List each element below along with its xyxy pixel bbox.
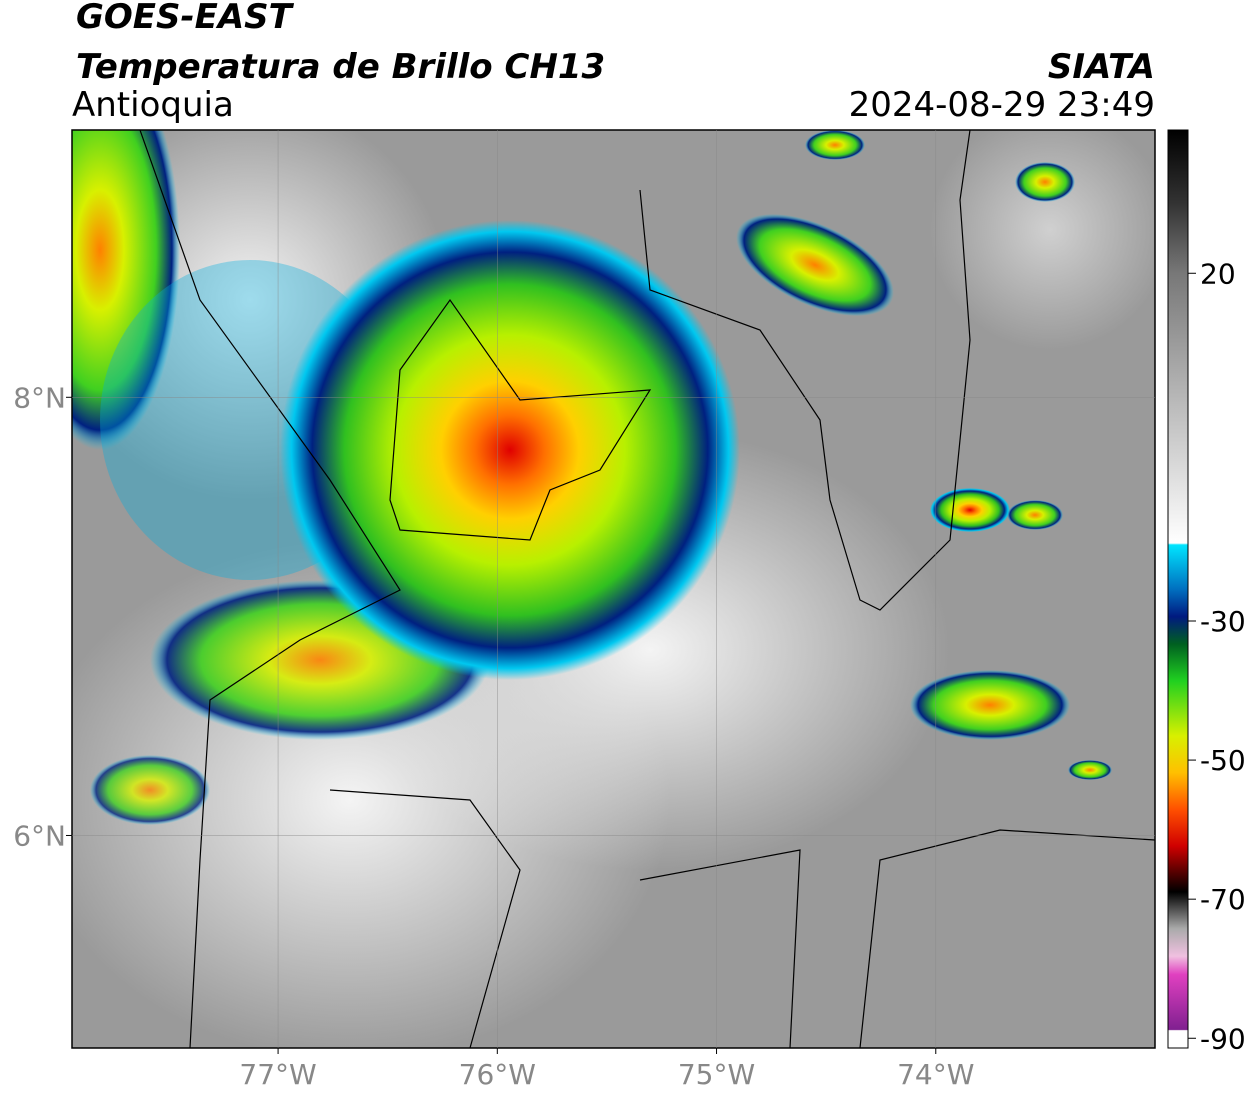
colorbar-tick-label: -30 xyxy=(1200,605,1246,638)
y-tick-label: 8°N xyxy=(13,381,66,414)
colorbar-tick-label: -90 xyxy=(1200,1022,1246,1055)
map-frame xyxy=(71,129,1156,1049)
x-tick-label: 75°W xyxy=(678,1058,755,1091)
y-tick-label: 6°N xyxy=(13,819,66,852)
x-tick-label: 76°W xyxy=(459,1058,536,1091)
x-tick-label: 74°W xyxy=(897,1058,974,1091)
colorbar-tick-label: -70 xyxy=(1200,883,1246,916)
subtitle: Temperatura de Brillo CH13 xyxy=(76,47,605,87)
colorbar-tick-label: -50 xyxy=(1200,744,1246,777)
region: Antioquia xyxy=(72,85,234,125)
colorbar xyxy=(1167,129,1189,1049)
satellite-image xyxy=(72,130,1155,1048)
colorbar-tick-label: 20 xyxy=(1200,257,1236,290)
source: SIATA xyxy=(1048,47,1155,87)
timestamp: 2024-08-29 23:49 xyxy=(849,85,1155,125)
x-tick-label: 77°W xyxy=(239,1058,316,1091)
title: GOES-EAST xyxy=(76,0,295,37)
